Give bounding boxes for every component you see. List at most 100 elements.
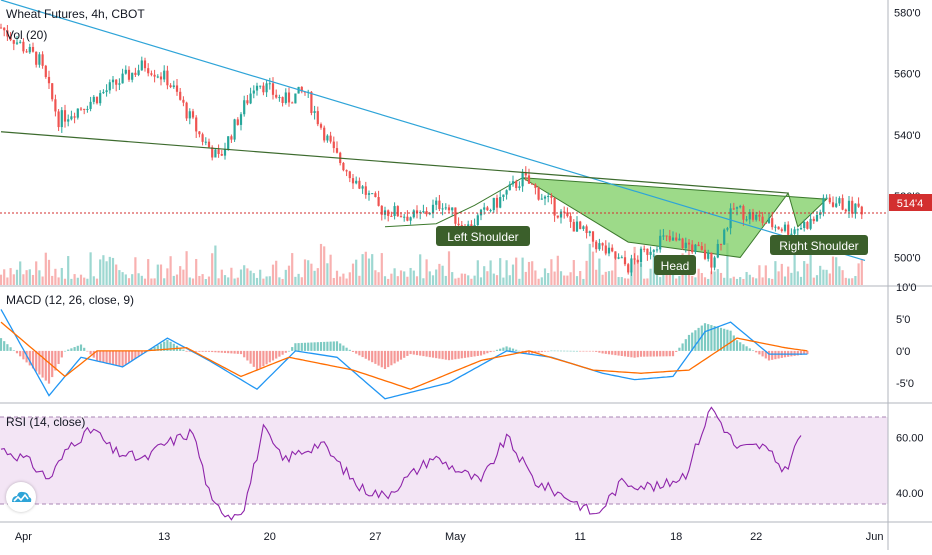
volume-bar bbox=[105, 261, 108, 285]
macd-histogram-bar bbox=[28, 350, 31, 366]
macd-histogram-bar bbox=[374, 350, 377, 364]
candle bbox=[822, 197, 825, 213]
macd-histogram-bar bbox=[313, 342, 316, 351]
candle bbox=[643, 248, 646, 250]
macd-histogram-bar bbox=[278, 350, 281, 357]
macd-histogram-bar bbox=[15, 350, 19, 354]
macd-histogram-bar bbox=[806, 350, 809, 355]
macd-histogram-bar bbox=[159, 343, 163, 351]
volume-bar bbox=[758, 265, 761, 285]
candle bbox=[812, 218, 815, 222]
volume-bar bbox=[255, 277, 259, 285]
macd-histogram-bar bbox=[479, 350, 483, 356]
volume-bar bbox=[166, 268, 169, 285]
candle bbox=[710, 252, 713, 268]
candle bbox=[364, 186, 367, 195]
volume-bar bbox=[387, 278, 390, 285]
volume-bar bbox=[598, 258, 601, 285]
macd-histogram-bar bbox=[774, 350, 777, 360]
volume-bar bbox=[463, 273, 467, 285]
candle bbox=[415, 210, 419, 213]
volume-bar bbox=[649, 268, 652, 285]
volume-bar bbox=[470, 278, 473, 285]
candle bbox=[809, 218, 812, 229]
macd-histogram-bar bbox=[73, 347, 76, 351]
candle bbox=[332, 141, 335, 149]
macd-histogram-bar bbox=[275, 350, 278, 359]
macd-histogram-bar bbox=[294, 343, 297, 351]
volume-bar bbox=[796, 271, 799, 285]
volume-bar bbox=[297, 273, 300, 285]
macd-histogram-bar bbox=[0, 338, 3, 351]
volume-bar bbox=[243, 265, 246, 285]
macd-histogram-bar bbox=[655, 350, 659, 357]
volume-bar bbox=[479, 277, 483, 285]
volume-bar bbox=[147, 259, 150, 285]
macd-histogram-bar bbox=[355, 350, 358, 354]
volume-bar bbox=[233, 278, 236, 285]
macd-histogram-bar bbox=[428, 350, 431, 358]
macd-histogram-bar bbox=[771, 350, 774, 360]
macd-histogram-bar bbox=[467, 350, 470, 358]
price-tick-label: 540'0 bbox=[894, 130, 921, 142]
volume-bar bbox=[783, 276, 787, 285]
volume-bar bbox=[860, 258, 863, 285]
volume-bar bbox=[41, 276, 44, 285]
macd-histogram-bar bbox=[527, 350, 531, 355]
candle bbox=[3, 27, 6, 31]
candle bbox=[35, 51, 38, 65]
candle bbox=[351, 178, 355, 184]
macd-histogram-bar bbox=[796, 350, 799, 356]
macd-tick-label: 5'0 bbox=[896, 314, 910, 326]
volume-bar bbox=[291, 253, 294, 285]
volume-bar bbox=[431, 275, 435, 285]
volume-bar bbox=[335, 270, 339, 285]
candle bbox=[278, 97, 281, 99]
volume-bar bbox=[345, 278, 348, 285]
volume-bar bbox=[678, 276, 681, 285]
volume-bar bbox=[675, 278, 678, 285]
macd-histogram-bar bbox=[121, 350, 124, 367]
right-shoulder-label-bg bbox=[770, 235, 868, 255]
volume-bar bbox=[35, 261, 38, 285]
macd-histogram-bar bbox=[342, 345, 345, 351]
volume-bar bbox=[140, 275, 143, 285]
tradingview-logo-button[interactable] bbox=[6, 482, 36, 512]
macd-histogram-bar bbox=[521, 350, 524, 352]
candle bbox=[851, 200, 854, 214]
volume-bar bbox=[662, 265, 665, 285]
volume-bar bbox=[73, 274, 76, 285]
macd-histogram-bar bbox=[83, 347, 86, 351]
macd-histogram-bar bbox=[476, 350, 479, 356]
macd-histogram-bar bbox=[115, 350, 118, 366]
candle bbox=[367, 193, 371, 195]
volume-bar bbox=[281, 278, 284, 285]
volume-bar bbox=[323, 246, 326, 285]
volume-bar bbox=[307, 260, 310, 285]
volume-bar bbox=[476, 260, 479, 285]
volume-bar bbox=[735, 278, 739, 285]
macd-histogram-bar bbox=[726, 329, 729, 351]
candle bbox=[758, 214, 761, 217]
volume-bar bbox=[732, 276, 735, 285]
candle bbox=[70, 116, 73, 120]
candle bbox=[755, 214, 758, 220]
volume-bar bbox=[748, 274, 751, 285]
candle bbox=[239, 114, 243, 125]
candle bbox=[508, 184, 511, 191]
macd-histogram-bar bbox=[361, 350, 364, 358]
volume-bar bbox=[227, 277, 230, 285]
volume-bar bbox=[841, 270, 844, 285]
macd-histogram-bar bbox=[377, 350, 380, 366]
macd-histogram-bar bbox=[6, 344, 9, 351]
candle bbox=[275, 94, 278, 98]
volume-bar bbox=[588, 243, 591, 285]
candle bbox=[316, 111, 319, 125]
candle bbox=[108, 82, 111, 91]
candle bbox=[265, 83, 268, 93]
candle bbox=[540, 198, 543, 200]
candle bbox=[300, 86, 303, 92]
volume-bar bbox=[211, 253, 214, 285]
macd-histogram-bar bbox=[703, 323, 707, 351]
candle bbox=[9, 36, 12, 41]
